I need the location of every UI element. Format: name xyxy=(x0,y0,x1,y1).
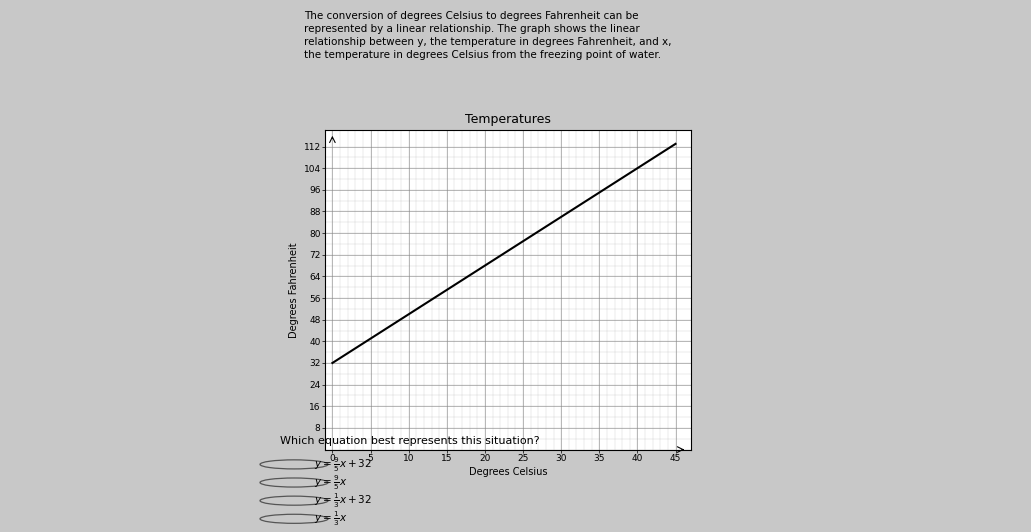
Text: $y = \frac{9}{5}x + 32$: $y = \frac{9}{5}x + 32$ xyxy=(314,455,372,473)
Text: $y = \frac{9}{5}x$: $y = \frac{9}{5}x$ xyxy=(314,473,347,492)
Text: $y = \frac{1}{3}x + 32$: $y = \frac{1}{3}x + 32$ xyxy=(314,492,372,510)
Title: Temperatures: Temperatures xyxy=(465,113,551,127)
X-axis label: Degrees Celsius: Degrees Celsius xyxy=(468,467,547,477)
Text: $y = \frac{1}{3}x$: $y = \frac{1}{3}x$ xyxy=(314,510,347,528)
Text: The conversion of degrees Celsius to degrees Fahrenheit can be
represented by a : The conversion of degrees Celsius to deg… xyxy=(304,11,671,60)
Y-axis label: Degrees Fahrenheit: Degrees Fahrenheit xyxy=(290,242,299,338)
Text: Which equation best represents this situation?: Which equation best represents this situ… xyxy=(280,436,540,446)
